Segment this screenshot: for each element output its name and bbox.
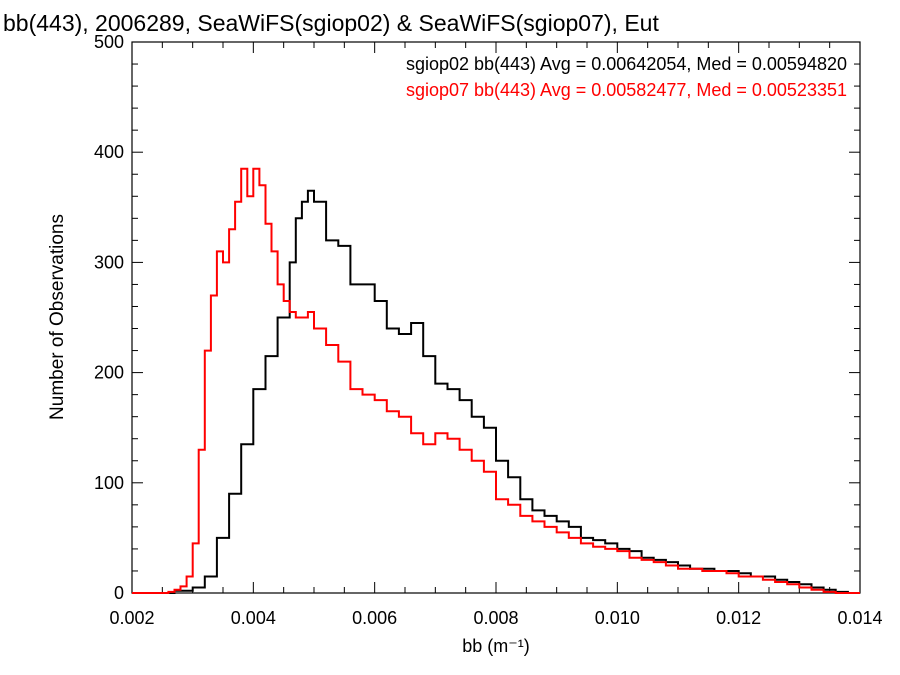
- y-tick-label: 200: [94, 363, 124, 383]
- y-tick-label: 500: [94, 32, 124, 52]
- series-2-annotation: sgiop07 bb(443) Avg = 0.00582477, Med = …: [406, 80, 847, 100]
- x-tick-label: 0.010: [595, 608, 640, 628]
- series-1-annotation: sgiop02 bb(443) Avg = 0.00642054, Med = …: [406, 54, 847, 74]
- x-tick-label: 0.014: [837, 608, 882, 628]
- plot-frame: [131, 41, 861, 594]
- series-1-line: [132, 189, 860, 594]
- y-tick-label: 100: [94, 473, 124, 493]
- series-2-line: [132, 167, 860, 594]
- plot-area: 0.002 0.004 0.006 0.008 0.010 0.012 0.014 0 100 2…: [94, 32, 883, 628]
- y-tick-label: 400: [94, 142, 124, 162]
- chart-title: bb(443), 2006289, SeaWiFS(sgiop02) & Sea…: [3, 10, 659, 36]
- x-tick-label: 0.008: [473, 608, 518, 628]
- x-tick-label: 0.002: [109, 608, 154, 628]
- x-tick-label: 0.004: [231, 608, 276, 628]
- x-axis-label: bb (m⁻¹): [462, 636, 530, 656]
- x-tick-label: 0.006: [352, 608, 397, 628]
- y-axis-label: Number of Observations: [47, 214, 68, 420]
- x-tick-label: 0.012: [716, 608, 761, 628]
- y-tick-label: 0: [114, 583, 124, 603]
- y-tick-label: 300: [94, 252, 124, 272]
